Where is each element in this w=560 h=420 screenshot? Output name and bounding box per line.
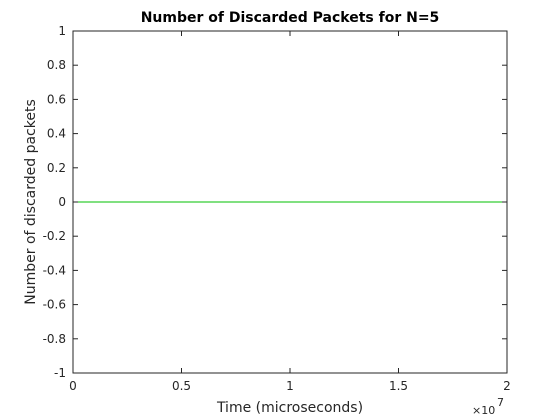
x-exponent-power: 7 [497,396,504,409]
y-tick-label: -0.6 [43,298,66,312]
y-tick-label: 1 [58,24,66,38]
x-tick-label: 2 [503,379,511,393]
x-tick-label: 0 [69,379,77,393]
x-tick-label: 1.5 [389,379,408,393]
x-axis-label: Time (microseconds) [216,400,363,416]
chart-title: Number of Discarded Packets for N=5 [141,10,440,26]
y-tick-label: 0.6 [47,92,66,106]
y-tick-label: -0.8 [43,332,66,346]
x-exponent-label: ×10 [472,404,495,417]
y-axis-label: Number of discarded packets [23,99,39,305]
y-tick-label: 0.2 [47,161,66,175]
y-tick-label: 0.8 [47,58,66,72]
y-tick-label: -0.4 [43,263,66,277]
ticks-layer: 0 0.5 1 1.5 2 -1 -0.8 -0.6 -0.4 -0.2 0 0.2 0.4 0.6 0.8… [43,24,511,393]
y-tick-label: -0.2 [43,229,66,243]
y-tick-label: 0 [58,195,66,209]
y-tick-label: 0.4 [47,127,66,141]
y-tick-label: -1 [54,366,66,380]
x-tick-label: 0.5 [172,379,191,393]
x-tick-label: 1 [286,379,294,393]
